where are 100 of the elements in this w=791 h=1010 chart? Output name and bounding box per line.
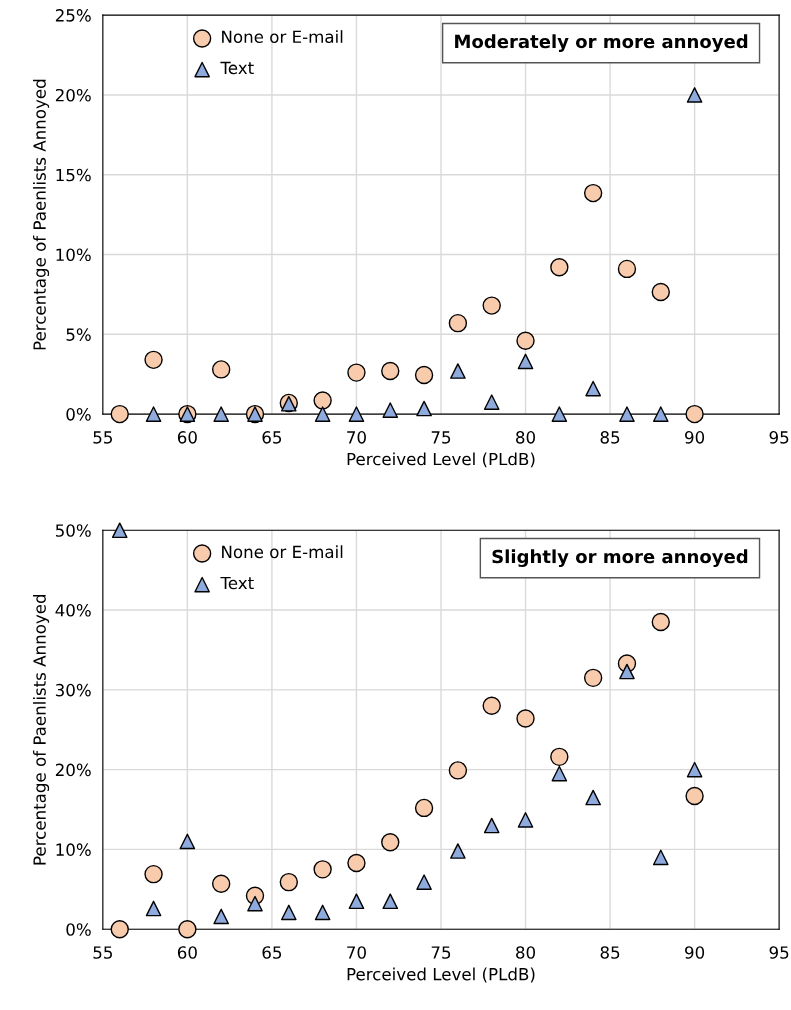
point [482,696,501,715]
x-tick-label: 75 [431,431,451,444]
x-tick-label: 55 [93,946,112,959]
point [550,258,569,277]
point [583,183,603,203]
point [619,663,635,680]
point [381,833,400,852]
point [279,872,299,892]
y-axis-title: Percentage of Paenlists Annoyed [32,594,50,865]
x-tick-label: 70 [347,946,366,959]
point [516,331,535,350]
point [583,668,603,688]
x-tick-label: 90 [685,946,705,959]
point [685,404,704,424]
y-tick-label: 20% [55,763,91,777]
point [651,282,670,302]
x-tick-label: 90 [685,431,705,444]
x-tick-label: 65 [262,431,282,444]
point [617,259,637,279]
y-axis-title: Percentage of Paenlists Annoyed [32,79,50,350]
point [685,786,704,806]
y-tick-label: 20% [55,88,91,102]
y-tick-label: 0% [66,408,91,421]
text: Slightly or more annoyed [492,549,748,567]
point [348,406,365,422]
y-tick-label: 10% [56,248,91,262]
legend-label: Text [220,61,254,75]
point [314,406,331,422]
point [110,404,129,424]
x-tick-label: 95 [769,946,789,959]
point [416,400,432,417]
y-tick-label: 10% [56,843,91,856]
point [178,919,197,939]
point [313,391,332,410]
point [313,860,332,879]
x-tick-label: 95 [769,431,789,444]
point [651,612,670,632]
point [314,904,331,921]
point [144,350,163,370]
point [448,761,468,780]
point [381,361,400,381]
y-tick-label: 30% [55,683,91,697]
point [652,406,669,422]
point [551,406,568,422]
point [482,296,501,315]
x-tick-label: 80 [516,431,536,444]
y-tick-label: 40% [55,604,91,617]
x-tick-label: 80 [516,946,536,959]
point [414,365,434,385]
x-tick-label: 70 [347,431,366,444]
x-tick-label: 75 [431,946,451,959]
x-tick-label: 85 [600,946,620,959]
point [348,893,365,910]
x-tick-label: 60 [177,431,197,444]
y-tick-label: 25% [55,9,91,22]
point [145,900,162,917]
text: Moderately or more annoyed [455,34,748,52]
point [382,402,399,418]
point [382,893,399,910]
point [179,833,196,850]
point [414,798,434,818]
point [211,360,231,379]
point [585,789,601,806]
point [347,853,366,873]
point [483,817,500,834]
x-axis-title: Perceived Level (PLdB) [347,452,535,468]
x-tick-label: 65 [262,946,282,959]
point [517,353,534,370]
point [213,908,229,925]
y-tick-label: 50% [55,524,91,537]
point [585,380,601,397]
point [516,709,535,728]
x-tick-label: 60 [177,946,197,959]
point [686,87,703,103]
point [347,363,366,382]
legend-label: None or E-mail [222,545,343,559]
point [281,904,297,921]
point [550,747,569,767]
point [247,895,263,912]
point [517,812,534,828]
legend-label: None or E-mail [222,30,343,44]
x-axis-title: Perceived Level (PLdB) [347,967,535,983]
y-tick-label: 15% [56,168,91,182]
y-tick-label: 0% [66,923,91,936]
y-tick-label: 5% [66,328,91,341]
point [111,522,128,539]
legend-label: Text [220,576,254,590]
x-tick-label: 85 [600,431,620,444]
point [483,394,500,410]
point [450,363,466,379]
point [144,864,163,884]
point [448,313,468,333]
point [110,919,129,939]
point [211,874,231,893]
point [145,406,162,422]
point [450,843,466,859]
point [652,849,669,866]
point [551,765,568,782]
point [619,406,635,422]
point [416,874,432,890]
